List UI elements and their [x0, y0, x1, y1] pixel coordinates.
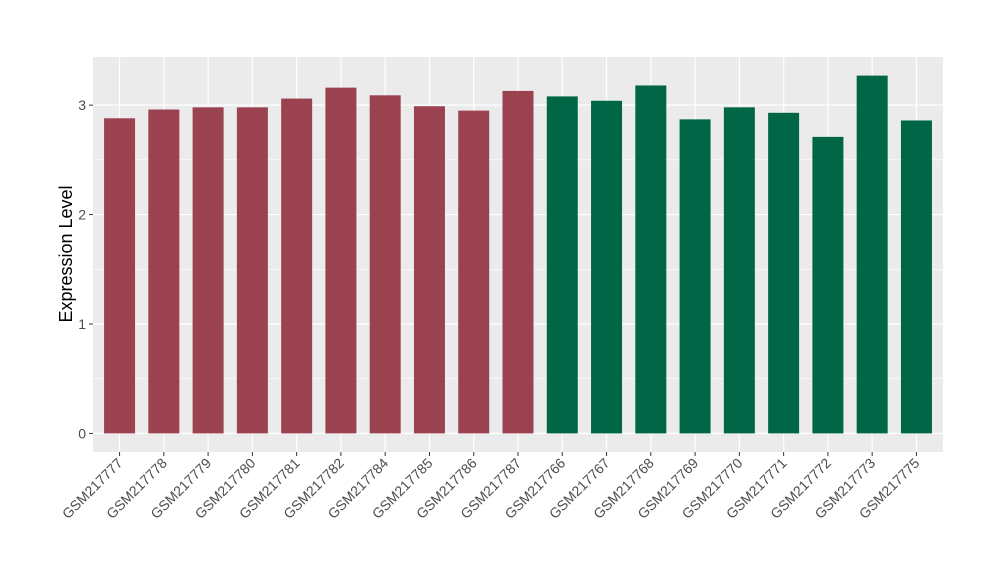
bar-GSM217784	[369, 95, 401, 434]
bar-GSM217775	[900, 120, 932, 434]
bar-GSM217770	[723, 107, 755, 434]
bar-GSM217768	[635, 85, 667, 434]
y-tick-label: 1	[78, 316, 86, 332]
bar-GSM217767	[591, 100, 623, 434]
bar-GSM217769	[679, 119, 711, 434]
bar-GSM217785	[413, 106, 445, 434]
bar-GSM217782	[325, 87, 357, 434]
y-axis-title: Expression Level	[56, 185, 76, 322]
bar-GSM217777	[104, 118, 136, 434]
y-tick-label: 3	[78, 97, 86, 113]
bar-GSM217772	[812, 136, 844, 434]
bar-GSM217786	[458, 110, 490, 434]
bar-GSM217781	[281, 98, 313, 434]
bar-GSM217779	[192, 107, 224, 434]
bar-GSM217780	[236, 107, 268, 434]
bar-GSM217778	[148, 109, 180, 434]
bar-GSM217787	[502, 90, 534, 434]
y-tick-label: 0	[78, 425, 86, 441]
bar-GSM217773	[856, 75, 888, 434]
bar-GSM217771	[768, 112, 800, 434]
bar-GSM217766	[546, 96, 578, 434]
y-tick-label: 2	[78, 207, 86, 223]
